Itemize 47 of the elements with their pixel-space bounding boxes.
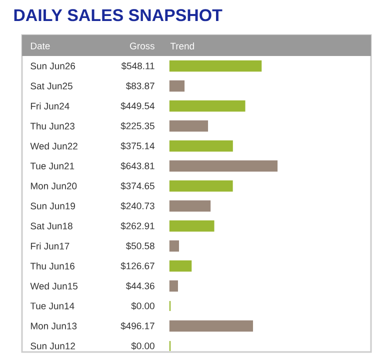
data-label: $126.67 — [120, 262, 154, 270]
text: Gross — [130, 42, 154, 50]
y-tick-label: Wed Jun22 — [30, 142, 78, 150]
y-tick-label: Fri Jun17 — [30, 242, 70, 250]
data-label: $375.14 — [120, 142, 155, 150]
bar — [169, 140, 233, 152]
bar — [169, 220, 214, 232]
y-tick-label: Sun Jun12 — [30, 342, 75, 350]
data-label: $225.35 — [120, 122, 154, 130]
data-label: $449.54 — [120, 102, 155, 110]
y-tick-label: Wed Jun15 — [30, 282, 78, 290]
data-label: $0.00 — [131, 302, 154, 310]
y-tick-label: Tue Jun14 — [30, 302, 74, 310]
text: Trend — [170, 42, 194, 50]
data-label: $83.87 — [126, 82, 154, 90]
bar — [169, 180, 233, 192]
bar — [169, 260, 192, 272]
y-tick-label: Tue Jun21 — [30, 162, 74, 170]
y-tick-label: Mon Jun20 — [30, 182, 77, 190]
data-label: $643.81 — [120, 162, 154, 170]
data-label: $262.91 — [120, 222, 154, 230]
y-tick-label: Fri Jun24 — [30, 102, 70, 110]
data-label: $44.36 — [126, 282, 154, 290]
bar — [169, 200, 211, 212]
y-tick-label: Sun Jun19 — [30, 202, 75, 210]
data-label: $240.73 — [120, 202, 154, 210]
data-label: $548.11 — [121, 62, 154, 70]
bar — [169, 80, 185, 92]
y-tick-label: Sat Jun25 — [30, 82, 72, 90]
data-label: $50.58 — [126, 242, 154, 250]
bar — [169, 100, 246, 112]
bar — [169, 320, 254, 332]
text: Date — [30, 42, 50, 50]
bar — [169, 120, 208, 132]
y-tick-label: Sun Jun26 — [30, 62, 76, 70]
chart-title: DAILY SALES SNAPSHOT — [14, 9, 222, 22]
data-label: $496.17 — [120, 322, 154, 330]
y-tick-label: Mon Jun13 — [30, 322, 77, 330]
y-tick-label: Sat Jun18 — [30, 222, 72, 230]
bar — [169, 240, 179, 252]
y-tick-label: Thu Jun16 — [30, 262, 74, 270]
bar — [169, 60, 262, 72]
bar — [169, 160, 278, 172]
y-tick-label: Thu Jun23 — [30, 122, 74, 130]
data-label: $374.65 — [120, 182, 154, 190]
data-label: $0.00 — [131, 342, 154, 350]
bar — [169, 280, 178, 292]
